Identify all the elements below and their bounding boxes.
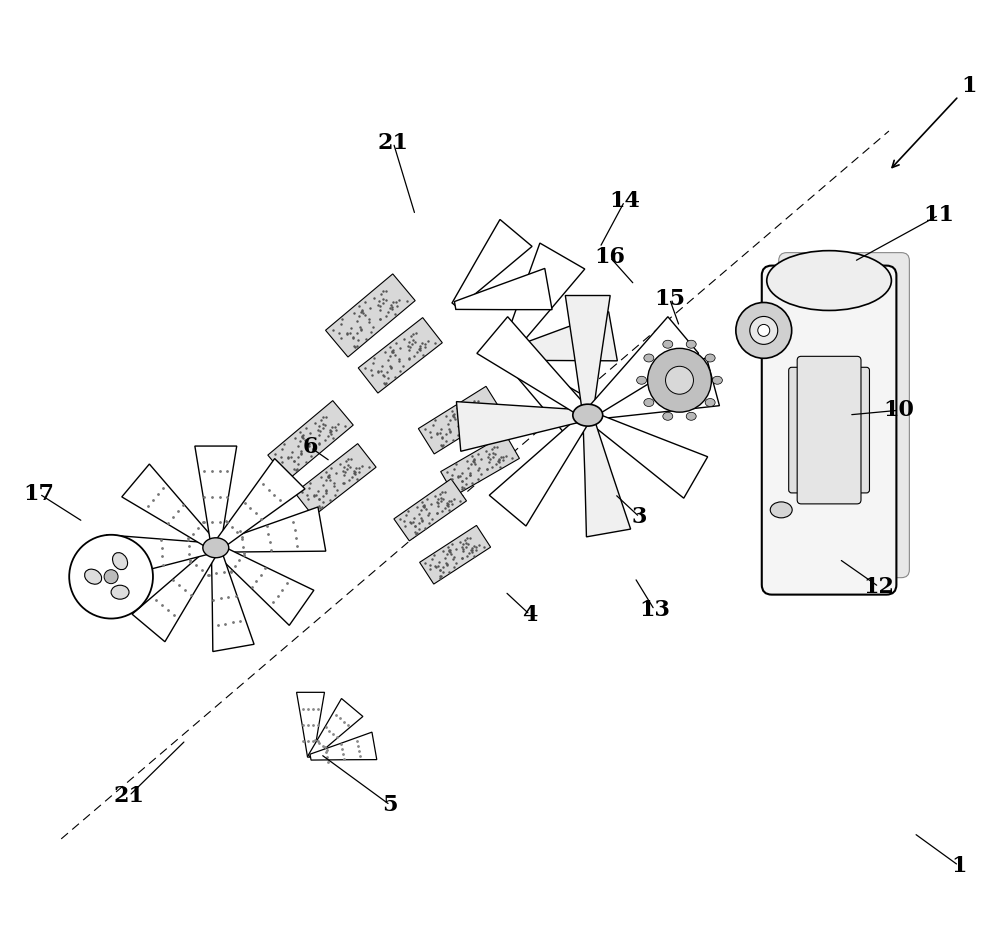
Polygon shape [122,464,219,551]
Ellipse shape [767,251,891,310]
Polygon shape [394,479,467,541]
Polygon shape [501,243,585,358]
FancyBboxPatch shape [762,266,896,595]
Text: 12: 12 [863,576,894,597]
Ellipse shape [203,538,229,557]
Polygon shape [456,402,588,451]
Text: 3: 3 [632,506,647,528]
Polygon shape [326,274,415,357]
Polygon shape [452,219,532,308]
Ellipse shape [573,404,603,426]
Text: 14: 14 [609,190,640,212]
Polygon shape [213,544,314,625]
Polygon shape [504,311,617,361]
Ellipse shape [770,502,792,518]
FancyBboxPatch shape [789,367,869,493]
FancyBboxPatch shape [779,253,909,578]
Text: 6: 6 [303,436,318,459]
Text: 13: 13 [639,599,670,621]
Circle shape [750,317,778,344]
Polygon shape [308,698,363,759]
Text: 16: 16 [594,246,625,267]
Ellipse shape [111,585,129,599]
Polygon shape [583,415,631,537]
Polygon shape [195,446,237,548]
Ellipse shape [663,412,673,420]
Polygon shape [213,459,305,551]
Polygon shape [477,317,591,419]
Text: 1: 1 [951,855,966,877]
Circle shape [648,349,711,412]
Ellipse shape [637,377,647,384]
Polygon shape [441,434,519,496]
Ellipse shape [644,354,654,362]
Ellipse shape [113,553,128,569]
FancyBboxPatch shape [797,356,861,504]
Polygon shape [454,268,552,309]
Polygon shape [295,444,376,516]
Text: 21: 21 [114,785,145,807]
Text: 17: 17 [24,483,55,505]
Ellipse shape [663,340,673,349]
Circle shape [666,366,693,394]
Circle shape [736,303,792,358]
Text: 11: 11 [923,204,954,226]
Polygon shape [358,318,442,393]
Ellipse shape [705,399,715,406]
Ellipse shape [712,377,722,384]
Text: 15: 15 [654,288,685,309]
Polygon shape [420,526,491,584]
Circle shape [69,535,153,619]
Polygon shape [215,507,326,552]
Polygon shape [585,411,708,499]
Circle shape [758,324,770,336]
Text: 10: 10 [883,399,914,421]
Polygon shape [211,547,254,651]
Ellipse shape [85,569,102,584]
Polygon shape [565,295,610,415]
Polygon shape [297,692,324,757]
Polygon shape [132,545,219,642]
Polygon shape [586,358,719,420]
Text: 4: 4 [522,604,538,625]
Polygon shape [418,387,502,454]
Circle shape [104,569,118,583]
Polygon shape [310,733,377,761]
Polygon shape [268,401,353,480]
Ellipse shape [686,412,696,420]
Text: 1: 1 [961,75,976,97]
Polygon shape [502,351,604,445]
Polygon shape [585,317,699,419]
Ellipse shape [705,354,715,362]
Polygon shape [107,535,216,580]
Text: 5: 5 [383,794,398,816]
Text: 21: 21 [378,131,409,154]
Ellipse shape [686,340,696,349]
Polygon shape [489,412,592,526]
Ellipse shape [644,399,654,406]
